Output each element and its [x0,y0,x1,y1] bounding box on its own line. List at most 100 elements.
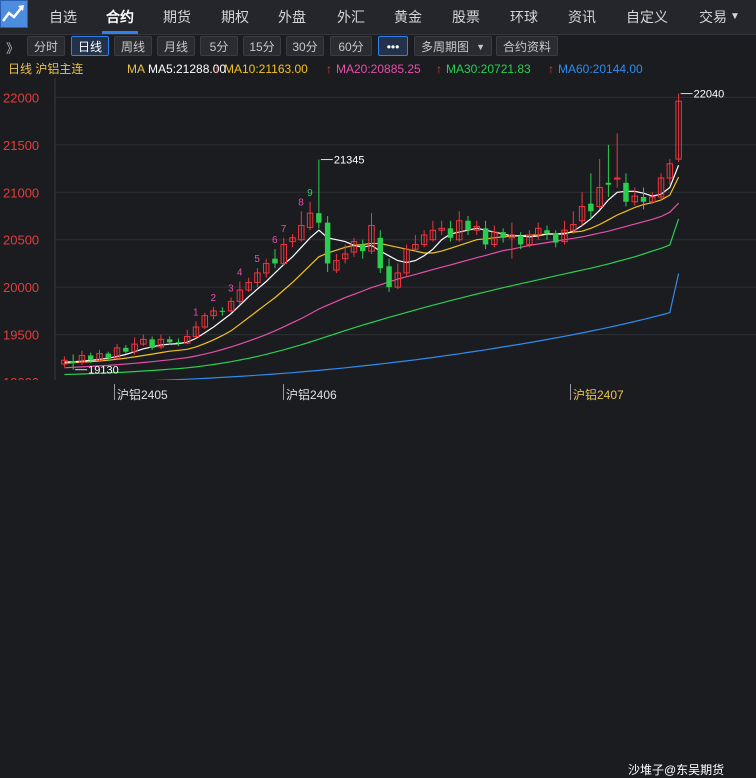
up-arrow-icon: ↑ [436,62,442,76]
candle-body-up [570,224,577,231]
trade-dropdown-icon[interactable]: ▼ [730,11,740,22]
candle-body-up [96,353,103,361]
contract-label-1: 沪铝2406 [286,388,337,402]
tab-7[interactable]: 股票 [452,9,480,25]
candle-body-up [306,212,314,228]
ma-label: MA [127,62,145,76]
candle-body-down [70,361,76,364]
candle-body-down [166,339,173,343]
candle-body-down [447,228,454,238]
count-label: 4 [237,267,243,278]
contract-divider [114,384,115,400]
count-label: 5 [254,254,260,265]
candle-body-down [553,233,559,243]
candle-body-down [517,235,524,245]
candle-body-down [87,355,94,361]
tab-6[interactable]: 黄金 [394,9,422,25]
annotation-label: 19130 [88,365,119,377]
tab-3[interactable]: 期权 [221,9,249,25]
contract-divider [570,384,571,400]
tab-4[interactable]: 外盘 [278,9,306,25]
period-button-monthly[interactable]: 月线 [157,36,195,56]
candle-body-up [201,315,209,328]
period-button-intraday[interactable]: 分时 [27,36,65,56]
ma30-line [64,218,680,376]
period-toolbar: 》 分时 日线 周线 月线 5分 15分 30分 60分 ••• 多周期图 ▼ … [0,35,756,59]
app-logo-icon[interactable] [0,0,28,28]
candle-body-up [140,338,147,345]
more-periods-button[interactable]: ••• [378,36,408,56]
candle-body-up [280,243,287,264]
candle-body-down [175,342,182,344]
count-label: 7 [281,224,287,235]
ma60-value: MA60:20144.00 [558,62,643,76]
candle-body-up [113,347,121,359]
candle-body-up [438,227,445,231]
candle-body-down [377,237,383,269]
candlestick-chart[interactable]: 22000 21500 21000 20500 20000 19500 19000 1 2345… [0,78,756,380]
y-tick-label: 19000 [3,375,39,380]
count-label: 9 [307,188,313,199]
candle-body-up [657,177,665,198]
candle-body-down [500,232,506,238]
candle-body-up [262,262,270,274]
expand-sidebar-icon[interactable]: 》 [6,41,20,56]
tab-1[interactable]: 合约 [106,9,134,25]
period-button-30min[interactable]: 30分 [286,36,324,56]
multi-period-label: 多周期图 [421,40,470,54]
candle-body-up [429,229,437,241]
candle-body-down [123,347,129,352]
candle-body-up [254,272,261,283]
candle-body-up [210,310,217,317]
period-button-15min[interactable]: 15分 [243,36,281,56]
candle-body-up [649,196,656,203]
candle-body-up [613,177,621,180]
tab-10[interactable]: 自定义 [626,9,668,25]
candle-body-down [386,266,392,288]
candle-body-up [184,336,191,344]
period-button-weekly[interactable]: 周线 [114,36,152,56]
candle-body-up [333,260,340,271]
y-tick-label: 19500 [3,328,39,343]
y-tick-label: 20000 [3,280,39,295]
y-tick-label: 21000 [3,185,39,200]
candle-body-up [561,229,568,243]
period-button-5min[interactable]: 5分 [200,36,238,56]
candle-body-up [456,220,463,241]
contract-divider [283,384,284,400]
chart-period-label: 日线 沪铝主连 [8,62,84,76]
period-button-60min[interactable]: 60分 [330,36,372,56]
candle-body-up [227,300,235,312]
candle-body-up [631,195,638,203]
y-tick-label: 20500 [3,233,39,248]
candle-body-down [605,182,612,185]
contract-timeline: 沪铝2405 沪铝2406 沪铝2407 沙堆子@东吴期货 [0,380,756,777]
tab-9[interactable]: 资讯 [568,9,596,25]
period-button-daily[interactable]: 日线 [71,36,109,56]
candle-body-down [149,339,155,348]
tab-2[interactable]: 期货 [163,9,191,25]
multi-period-dropdown[interactable]: 多周期图 ▼ [414,36,492,56]
candle-body-down [482,228,489,245]
tab-0[interactable]: 自选 [49,9,77,25]
candle-body-up [61,359,68,365]
active-tab-indicator [102,31,138,34]
tab-5[interactable]: 外汇 [337,9,365,25]
candle-body-up [491,231,498,245]
contract-label-2: 沪铝2407 [573,388,624,402]
candle-body-up [350,241,358,253]
candle-body-up [526,234,533,245]
candle-body-down [465,220,471,231]
tab-11[interactable]: 交易 [699,9,727,25]
count-label: 6 [272,235,278,246]
ma10-value: MA10:21163.00 [224,62,308,76]
candle-body-up [341,253,349,260]
annotation-label: 21345 [334,155,365,167]
candle-body-down [640,197,647,202]
tab-8[interactable]: 环球 [510,9,538,25]
candle-body-down [316,213,322,223]
contract-info-button[interactable]: 合约资料 [496,36,558,56]
candle-body-down [219,310,226,312]
candle-body-up [192,326,200,338]
candle-body-up [78,354,86,363]
